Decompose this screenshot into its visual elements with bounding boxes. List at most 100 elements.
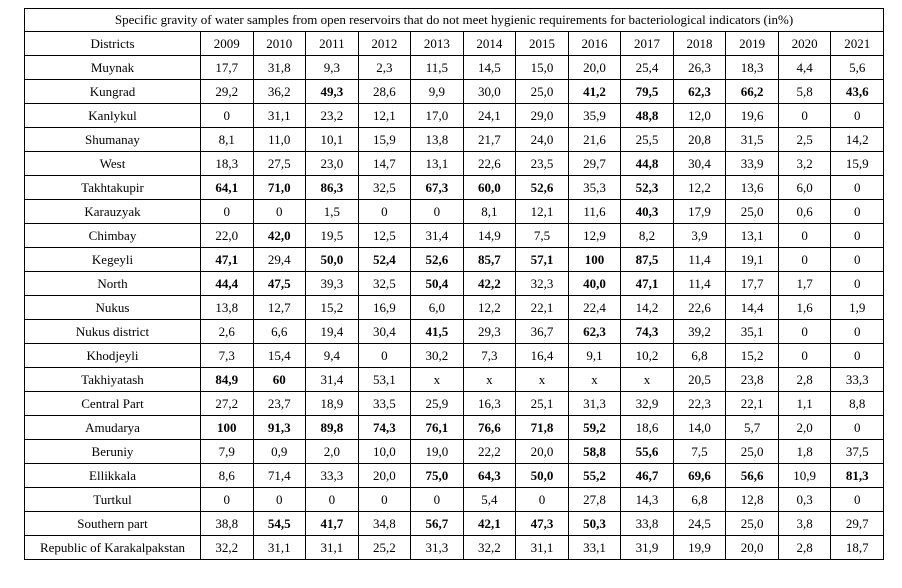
district-cell: Shumanay <box>24 127 201 152</box>
value-cell: 100 <box>200 415 254 440</box>
value-cell: 8,8 <box>830 391 884 416</box>
value-cell: 0 <box>252 487 307 512</box>
value-cell: 35,1 <box>725 319 779 344</box>
value-cell: 6,8 <box>672 343 727 368</box>
value-cell: 11,6 <box>567 199 622 224</box>
value-cell: 1,1 <box>777 391 832 416</box>
value-cell: 12,7 <box>252 295 307 320</box>
district-cell: Turtkul <box>24 487 201 512</box>
value-cell: 2,0 <box>777 415 832 440</box>
value-cell: 9,9 <box>410 79 464 104</box>
value-cell: 55,6 <box>620 439 674 464</box>
district-cell: Takhtakupir <box>24 175 201 200</box>
value-cell: 31,1 <box>305 535 359 560</box>
district-cell: Republic of Karakalpakstan <box>24 535 201 560</box>
value-cell: x <box>515 367 569 392</box>
value-cell: x <box>462 367 517 392</box>
value-cell: 34,8 <box>357 511 412 536</box>
value-cell: 50,0 <box>305 247 359 272</box>
value-cell: 12,0 <box>672 103 727 128</box>
value-cell: 25,4 <box>620 55 674 80</box>
value-cell: 50,4 <box>410 271 464 296</box>
district-cell: Kanlykul <box>24 103 201 128</box>
value-cell: 22,2 <box>462 439 517 464</box>
value-cell: 48,8 <box>620 103 674 128</box>
district-cell: Nukus district <box>24 319 201 344</box>
value-cell: 42,2 <box>462 271 517 296</box>
value-cell: 38,8 <box>200 511 254 536</box>
value-cell: 22,4 <box>567 295 622 320</box>
value-cell: 0 <box>357 487 412 512</box>
value-cell: 15,9 <box>830 151 884 176</box>
value-cell: 13,8 <box>200 295 254 320</box>
table-row: Nukus 13,8 12,7 15,2 16,9 6,0 12,2 22,1 22,4 14,2… <box>24 295 884 320</box>
value-cell: 0 <box>305 487 359 512</box>
value-cell: 47,5 <box>252 271 307 296</box>
value-cell: 4,4 <box>777 55 832 80</box>
value-cell: 31,4 <box>305 367 359 392</box>
value-cell: 0 <box>357 199 412 224</box>
value-cell: 41,5 <box>410 319 464 344</box>
value-cell: 47,1 <box>620 271 674 296</box>
value-cell: 29,7 <box>830 511 884 536</box>
header-cell: 2018 <box>672 31 727 56</box>
header-cell: 2014 <box>462 31 517 56</box>
value-cell: x <box>410 367 464 392</box>
district-cell: North <box>24 271 201 296</box>
value-cell: 0 <box>777 343 832 368</box>
value-cell: 50,0 <box>515 463 569 488</box>
value-cell: 25,2 <box>357 535 412 560</box>
value-cell: 14,4 <box>725 295 779 320</box>
value-cell: 13,8 <box>410 127 464 152</box>
value-cell: 28,6 <box>357 79 412 104</box>
value-cell: 44,4 <box>200 271 254 296</box>
value-cell: 31,5 <box>725 127 779 152</box>
value-cell: 29,0 <box>515 103 569 128</box>
value-cell: 19,0 <box>410 439 464 464</box>
value-cell: 9,4 <box>305 343 359 368</box>
value-cell: 19,4 <box>305 319 359 344</box>
value-cell: 0 <box>200 487 254 512</box>
value-cell: 0 <box>830 271 884 296</box>
value-cell: 15,2 <box>305 295 359 320</box>
table-row: Takhiyatash 84,9 60 31,4 53,1 x x x x x 20,5 23,8 2,… <box>24 367 884 392</box>
value-cell: 37,5 <box>830 439 884 464</box>
value-cell: 62,3 <box>567 319 622 344</box>
value-cell: 23,2 <box>305 103 359 128</box>
value-cell: 16,9 <box>357 295 412 320</box>
value-cell: 76,1 <box>410 415 464 440</box>
value-cell: 9,1 <box>567 343 622 368</box>
value-cell: 0 <box>252 199 307 224</box>
value-cell: 32,2 <box>200 535 254 560</box>
value-cell: 29,2 <box>200 79 254 104</box>
value-cell: 91,3 <box>252 415 307 440</box>
district-cell: Kungrad <box>24 79 201 104</box>
value-cell: 12,8 <box>725 487 779 512</box>
value-cell: 1,7 <box>777 271 832 296</box>
value-cell: 17,7 <box>200 55 254 80</box>
value-cell: 25,0 <box>725 199 779 224</box>
value-cell: 10,9 <box>777 463 832 488</box>
header-cell: 2012 <box>357 31 412 56</box>
value-cell: 27,5 <box>252 151 307 176</box>
header-cell: 2016 <box>567 31 622 56</box>
table-row: Republic of Karakalpakstan 32,2 31,1 31,1 25… <box>24 535 884 560</box>
value-cell: 89,8 <box>305 415 359 440</box>
value-cell: 29,4 <box>252 247 307 272</box>
value-cell: 15,0 <box>515 55 569 80</box>
value-cell: 0 <box>410 199 464 224</box>
value-cell: 5,6 <box>830 55 884 80</box>
value-cell: 69,6 <box>672 463 727 488</box>
value-cell: 86,3 <box>305 175 359 200</box>
district-cell: Ellikkala <box>24 463 201 488</box>
value-cell: 16,3 <box>462 391 517 416</box>
value-cell: 1,5 <box>305 199 359 224</box>
value-cell: 20,0 <box>567 55 622 80</box>
value-cell: 2,5 <box>777 127 832 152</box>
value-cell: 0 <box>830 319 884 344</box>
value-cell: 52,3 <box>620 175 674 200</box>
value-cell: 49,3 <box>305 79 359 104</box>
value-cell: 31,9 <box>620 535 674 560</box>
value-cell: 40,3 <box>620 199 674 224</box>
value-cell: 32,2 <box>462 535 517 560</box>
